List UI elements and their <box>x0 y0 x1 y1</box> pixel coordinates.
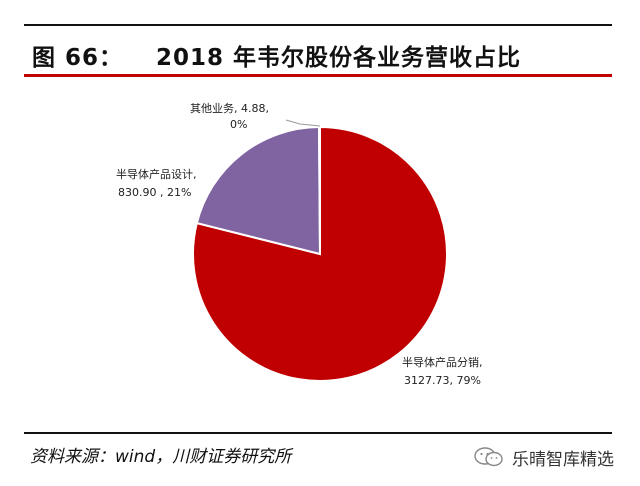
label-other-line2: 0% <box>230 118 247 131</box>
label-design-line1: 半导体产品设计, <box>116 167 197 181</box>
slice-other <box>318 125 321 255</box>
leader-line-other <box>285 119 321 127</box>
label-distribution-line1: 半导体产品分销, <box>402 355 483 369</box>
label-other-line1: 其他业务, 4.88, <box>190 102 269 115</box>
label-distribution-line2: 3127.73, 79% <box>404 374 481 387</box>
source-note: 资料来源：wind，川财证券研究所 <box>30 447 292 467</box>
top-rule <box>24 24 612 26</box>
bottom-rule <box>24 432 612 434</box>
watermark: 乐晴智库精选 <box>472 444 614 470</box>
figure-label: 图 66： <box>32 45 124 71</box>
wechat-icon <box>474 447 503 467</box>
label-design-line2: 830.90 , 21% <box>118 186 191 199</box>
pie-labels: 半导体产品分销, 3127.73, 79% 半导体产品设计, 830.90 , … <box>116 102 483 387</box>
title-underline <box>24 74 612 77</box>
pie-slices <box>192 125 448 382</box>
leader-lines <box>285 119 321 127</box>
watermark-text: 乐晴智库精选 <box>512 449 614 470</box>
chart-title: 2018 年韦尔股份各业务营收占比 <box>156 45 522 71</box>
slice-design <box>195 125 322 256</box>
title-bar: 图 66： 2018 年韦尔股份各业务营收占比 <box>24 34 612 74</box>
